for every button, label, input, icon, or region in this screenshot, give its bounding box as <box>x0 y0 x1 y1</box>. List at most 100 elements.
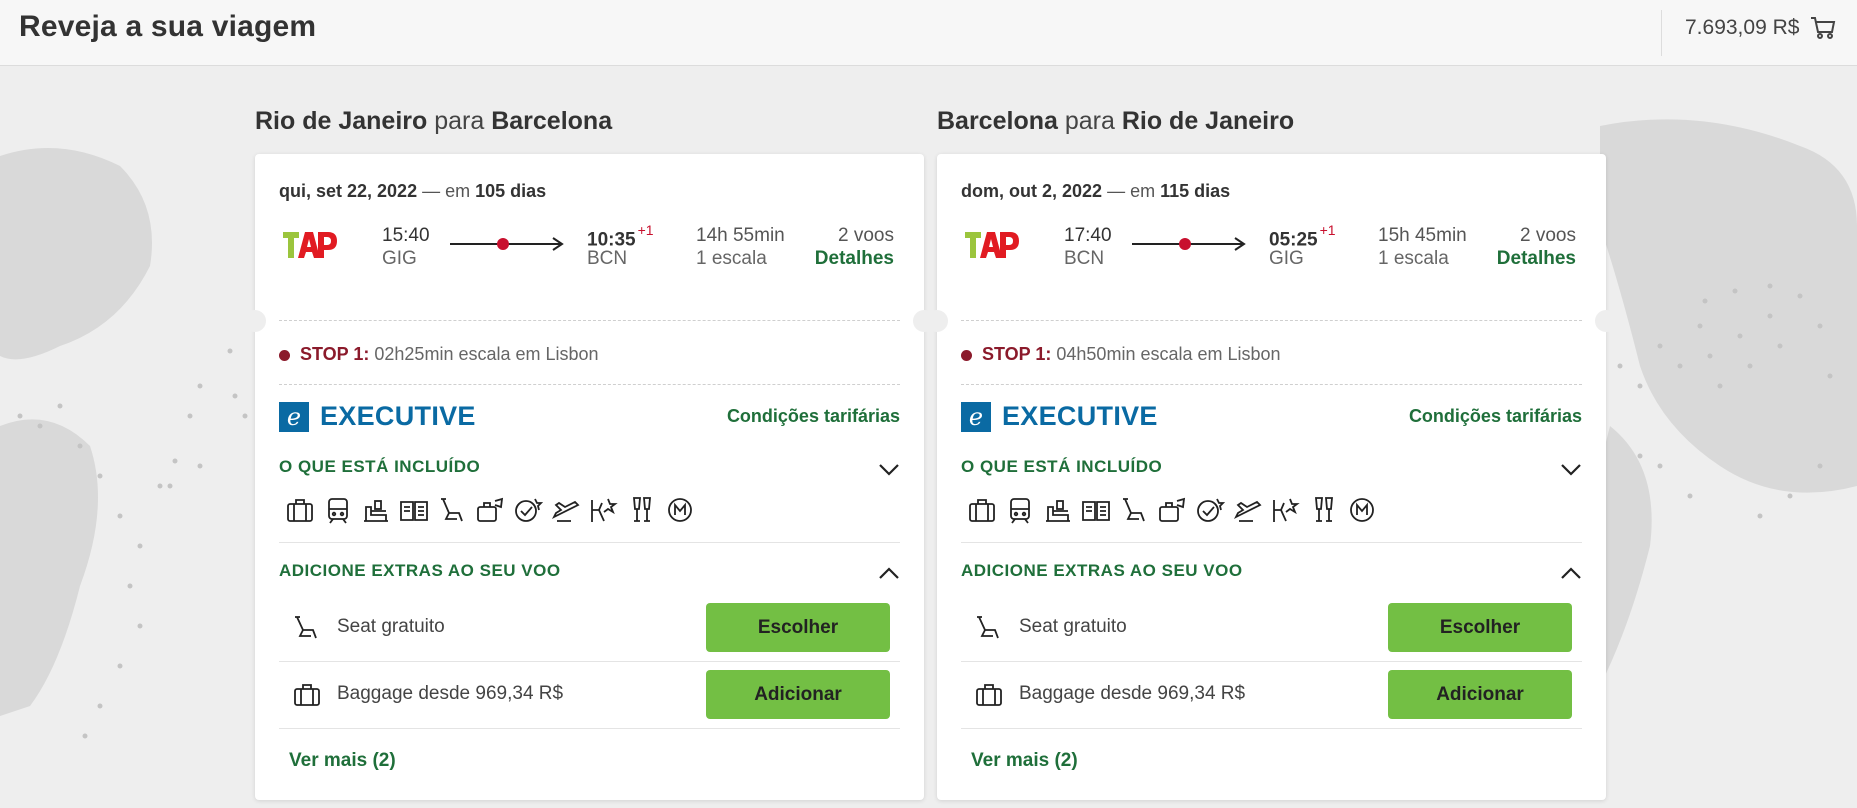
arrival-time: 10:35 +1 <box>587 222 654 251</box>
miles-icon <box>668 498 692 522</box>
divider <box>279 320 900 321</box>
baggage-icon <box>294 684 320 706</box>
departure-airport: GIG <box>382 248 417 269</box>
lounge-icon <box>364 500 388 522</box>
tap-logo-icon <box>965 232 1019 258</box>
stop-info: STOP 1: 02h25min escala em Lisbon <box>300 344 599 364</box>
extras-title: ADICIONE EXTRAS AO SEU VOO <box>279 561 561 580</box>
tap-logo-icon <box>283 232 337 258</box>
menu-icon <box>1082 501 1110 521</box>
stop-count: 1 escala <box>1378 248 1449 269</box>
train-icon <box>1010 498 1030 524</box>
chevron-up-icon[interactable] <box>878 566 900 580</box>
chevron-up-icon[interactable] <box>1560 566 1582 580</box>
fast-boarding-icon <box>551 500 580 522</box>
cabin-bag-icon <box>287 499 313 522</box>
cabin-class: EXECUTIVE <box>320 401 476 431</box>
flight-date: dom, out 2, 2022 — em 115 dias <box>961 181 1231 201</box>
included-title: O QUE ESTÁ INCLUÍDO <box>961 457 1163 476</box>
add-baggage-button[interactable]: Adicionar <box>706 670 890 719</box>
add-baggage-button[interactable]: Adicionar <box>1388 670 1572 719</box>
divider <box>961 542 1582 543</box>
departure-time: 17:40 <box>1064 225 1112 246</box>
card-notch <box>244 310 266 332</box>
fast-track-icon <box>1273 498 1300 522</box>
card-notch <box>926 310 948 332</box>
details-link[interactable]: Detalhes <box>814 248 894 269</box>
see-more-link[interactable]: Ver mais (2) <box>289 750 396 771</box>
journey-card-outbound: qui, set 22, 2022 — em 105 dias 15:40 GI… <box>255 154 924 800</box>
executive-icon: e <box>961 402 991 432</box>
seat-icon <box>1123 498 1145 522</box>
seat-icon <box>295 616 317 639</box>
extra-baggage-label: Baggage desde 969,34 R$ <box>1019 683 1246 704</box>
route-arrow-icon <box>1132 237 1246 251</box>
extra-baggage-label: Baggage desde 969,34 R$ <box>337 683 564 704</box>
divider <box>1661 10 1662 56</box>
drinks-icon <box>633 497 651 522</box>
executive-icon: e <box>279 402 309 432</box>
fare-conditions-link[interactable]: Condições tarifárias <box>726 406 900 426</box>
cart-total[interactable]: 7.693,09 R$ <box>1685 16 1800 39</box>
seat-icon <box>977 616 999 639</box>
divider <box>279 542 900 543</box>
route-title-outbound: Rio de Janeiro para Barcelona <box>255 107 613 135</box>
fast-boarding-icon <box>1233 500 1262 522</box>
chevron-down-icon[interactable] <box>878 463 900 477</box>
priority-checkin-icon <box>515 498 543 522</box>
miles-icon <box>1350 498 1374 522</box>
divider <box>279 728 900 729</box>
divider <box>961 384 1582 385</box>
flight-date: qui, set 22, 2022 — em 105 dias <box>279 181 547 201</box>
flight-count: 2 voos <box>1520 225 1576 246</box>
see-more-link[interactable]: Ver mais (2) <box>971 750 1078 771</box>
choose-seat-button[interactable]: Escolher <box>706 603 890 652</box>
details-link[interactable]: Detalhes <box>1496 248 1576 269</box>
svg-text:e: e <box>969 403 983 431</box>
divider <box>279 384 900 385</box>
arrival-airport: GIG <box>1269 248 1304 269</box>
flight-duration: 15h 45min <box>1378 225 1467 246</box>
divider <box>961 728 1582 729</box>
amenities-row <box>285 495 695 525</box>
card-notch <box>1595 310 1617 332</box>
cabin-class: EXECUTIVE <box>1002 401 1158 431</box>
baggage-icon <box>976 684 1002 706</box>
menu-icon <box>400 501 428 521</box>
departure-time: 15:40 <box>382 225 430 246</box>
chevron-down-icon[interactable] <box>1560 463 1582 477</box>
cart-icon[interactable] <box>1810 15 1836 41</box>
arrival-time: 05:25 +1 <box>1269 222 1336 251</box>
journey-card-return: dom, out 2, 2022 — em 115 dias 17:40 BCN… <box>937 154 1606 800</box>
route-arrow-icon <box>450 237 564 251</box>
flight-count: 2 voos <box>838 225 894 246</box>
fare-conditions-link[interactable]: Condições tarifárias <box>1408 406 1582 426</box>
lounge-icon <box>1046 500 1070 522</box>
divider <box>279 661 900 662</box>
svg-text:e: e <box>287 403 301 431</box>
divider <box>961 661 1582 662</box>
extra-seat-label: Seat gratuito <box>337 616 445 637</box>
route-title-return: Barcelona para Rio de Janeiro <box>937 107 1295 135</box>
flight-duration: 14h 55min <box>696 225 785 246</box>
top-bar: Reveja a sua viagem 7.693,09 R$ <box>0 0 1857 66</box>
extras-title: ADICIONE EXTRAS AO SEU VOO <box>961 561 1243 580</box>
stop-count: 1 escala <box>696 248 767 269</box>
included-title: O QUE ESTÁ INCLUÍDO <box>279 457 481 476</box>
extra-seat-label: Seat gratuito <box>1019 616 1127 637</box>
amenities-row <box>967 495 1377 525</box>
departure-airport: BCN <box>1064 248 1105 269</box>
seat-icon <box>441 498 463 522</box>
day-offset: +1 <box>637 222 654 238</box>
checked-bag-icon <box>477 497 504 522</box>
stop-info: STOP 1: 04h50min escala em Lisbon <box>982 344 1281 364</box>
divider <box>961 320 1582 321</box>
choose-seat-button[interactable]: Escolher <box>1388 603 1572 652</box>
stop-dot-icon <box>279 350 290 361</box>
stop-dot-icon <box>961 350 972 361</box>
day-offset: +1 <box>1319 222 1336 238</box>
arrival-airport: BCN <box>587 248 628 269</box>
cabin-bag-icon <box>969 499 995 522</box>
fast-track-icon <box>591 498 618 522</box>
checked-bag-icon <box>1159 497 1186 522</box>
